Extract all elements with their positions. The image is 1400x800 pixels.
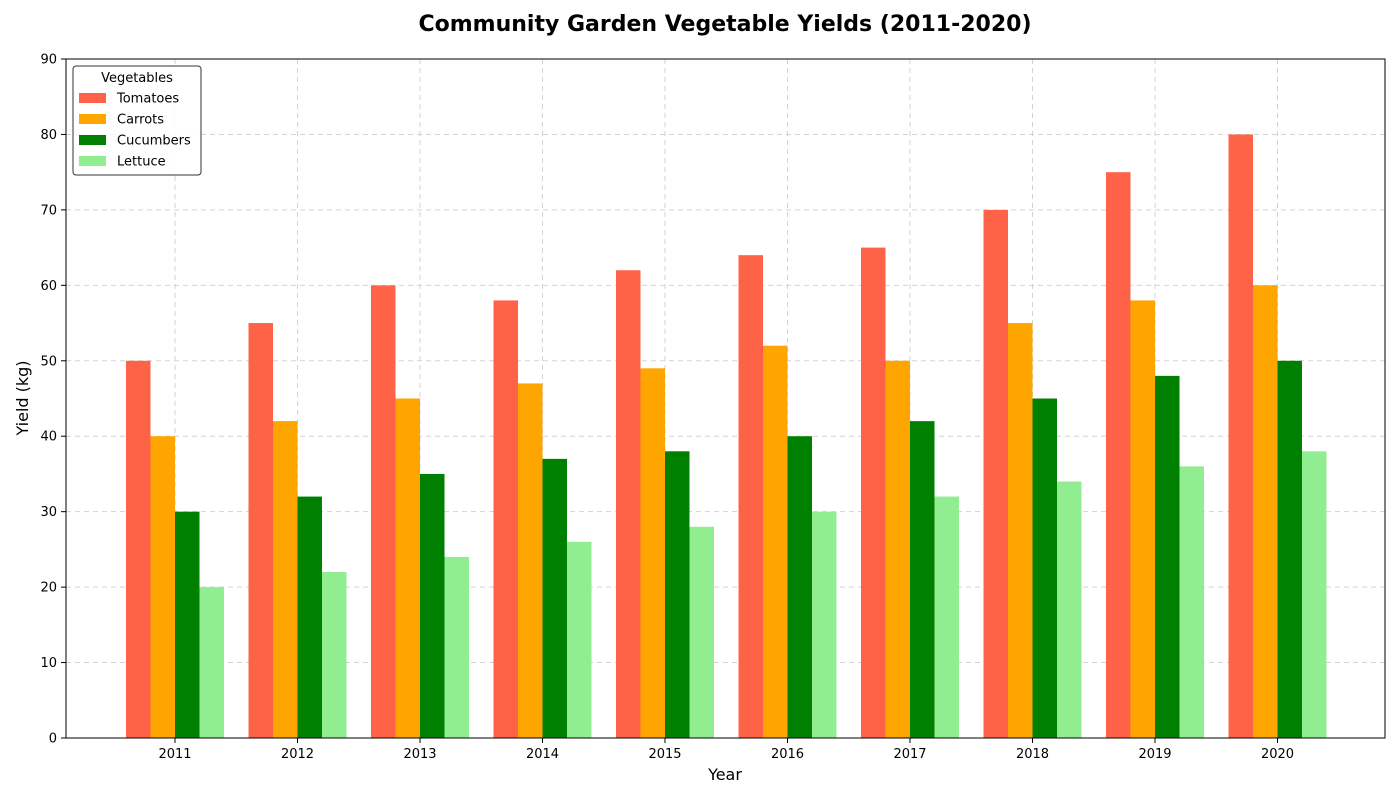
x-axis: 2011 2012 2013 2014 2015 2016 2017 2018 2019 2020 bbox=[158, 738, 1294, 762]
bar-carrots-2017 bbox=[885, 360, 910, 738]
bar-tomatoes-2011 bbox=[126, 360, 151, 738]
bar-tomatoes-2019 bbox=[1106, 172, 1131, 738]
bar-cucumbers-2019 bbox=[1155, 375, 1180, 738]
x-tick-label: 2020 bbox=[1261, 747, 1294, 762]
bar-cucumbers-2014 bbox=[542, 458, 567, 738]
x-tick-label: 2015 bbox=[648, 747, 681, 762]
x-tick-label: 2019 bbox=[1138, 747, 1171, 762]
plot-frame bbox=[65, 58, 1386, 739]
x-tick-label: 2018 bbox=[1016, 747, 1049, 762]
bar-lettuce-2015 bbox=[689, 526, 714, 738]
bar-cucumbers-2012 bbox=[297, 496, 322, 738]
x-tick-label: 2016 bbox=[771, 747, 804, 762]
bar-tomatoes-2020 bbox=[1228, 134, 1253, 738]
x-tick-label: 2017 bbox=[893, 747, 926, 762]
x-axis-label: Year bbox=[707, 765, 742, 784]
bar-cucumbers-2020 bbox=[1277, 360, 1302, 738]
bar-carrots-2014 bbox=[518, 383, 543, 738]
bar-cucumbers-2013 bbox=[420, 473, 445, 738]
bars bbox=[126, 134, 1327, 738]
bar-tomatoes-2014 bbox=[493, 300, 518, 738]
x-tick-label: 2014 bbox=[526, 747, 559, 762]
bar-tomatoes-2016 bbox=[738, 255, 763, 738]
x-tick-label: 2013 bbox=[403, 747, 436, 762]
bar-lettuce-2012 bbox=[322, 572, 347, 738]
y-tick-label: 20 bbox=[40, 581, 57, 596]
legend-label-cucumbers: Cucumbers bbox=[117, 134, 191, 149]
bar-carrots-2016 bbox=[763, 345, 788, 738]
y-tick-label: 30 bbox=[40, 505, 57, 520]
chart-title: Community Garden Vegetable Yields (2011-… bbox=[418, 12, 1031, 37]
bar-tomatoes-2012 bbox=[248, 323, 273, 738]
bar-cucumbers-2017 bbox=[910, 421, 935, 738]
y-tick-label: 60 bbox=[40, 279, 57, 294]
y-tick-label: 40 bbox=[40, 430, 57, 445]
legend-swatch-lettuce bbox=[79, 156, 106, 166]
bar-tomatoes-2018 bbox=[983, 209, 1008, 738]
x-tick-label: 2011 bbox=[158, 747, 191, 762]
y-tick-label: 70 bbox=[40, 203, 57, 218]
y-axis-label: Yield (kg) bbox=[13, 360, 32, 436]
legend-items: Tomatoes Carrots Cucumbers Lettuce bbox=[79, 92, 191, 170]
bar-lettuce-2014 bbox=[567, 541, 592, 738]
x-tick-label: 2012 bbox=[281, 747, 314, 762]
bar-carrots-2020 bbox=[1253, 285, 1278, 738]
bar-carrots-2011 bbox=[150, 436, 175, 738]
bar-cucumbers-2015 bbox=[665, 451, 690, 738]
y-tick-label: 90 bbox=[40, 53, 57, 68]
legend-label-lettuce: Lettuce bbox=[117, 155, 166, 170]
legend-swatch-tomatoes bbox=[79, 93, 106, 103]
bar-carrots-2018 bbox=[1008, 323, 1033, 738]
bar-lettuce-2011 bbox=[199, 587, 224, 738]
bar-lettuce-2013 bbox=[444, 556, 469, 738]
bar-lettuce-2016 bbox=[812, 511, 837, 738]
bar-lettuce-2019 bbox=[1179, 466, 1204, 738]
legend: Vegetables Tomatoes Carrots Cucumbers Lettu… bbox=[72, 65, 202, 176]
bar-tomatoes-2015 bbox=[616, 270, 641, 738]
bar-tomatoes-2017 bbox=[861, 247, 886, 738]
y-tick-label: 10 bbox=[40, 656, 57, 671]
legend-label-tomatoes: Tomatoes bbox=[116, 92, 179, 107]
bar-lettuce-2018 bbox=[1057, 481, 1082, 738]
bar-cucumbers-2018 bbox=[1032, 398, 1057, 738]
y-tick-label: 0 bbox=[49, 732, 57, 747]
legend-title: Vegetables bbox=[101, 71, 173, 86]
y-tick-label: 50 bbox=[40, 354, 57, 369]
bar-carrots-2015 bbox=[640, 368, 665, 738]
y-axis: 0 10 20 30 40 50 60 70 80 90 bbox=[40, 53, 66, 747]
bar-cucumbers-2011 bbox=[175, 511, 200, 738]
bar-lettuce-2020 bbox=[1302, 451, 1327, 738]
y-tick-label: 80 bbox=[40, 128, 57, 143]
legend-swatch-carrots bbox=[79, 114, 106, 124]
bar-carrots-2013 bbox=[395, 398, 420, 738]
bar-carrots-2019 bbox=[1130, 300, 1155, 738]
legend-label-carrots: Carrots bbox=[117, 113, 164, 128]
bar-cucumbers-2016 bbox=[787, 436, 812, 738]
legend-swatch-cucumbers bbox=[79, 135, 106, 145]
bar-carrots-2012 bbox=[273, 421, 298, 738]
bar-tomatoes-2013 bbox=[371, 285, 396, 738]
bar-lettuce-2017 bbox=[934, 496, 959, 738]
